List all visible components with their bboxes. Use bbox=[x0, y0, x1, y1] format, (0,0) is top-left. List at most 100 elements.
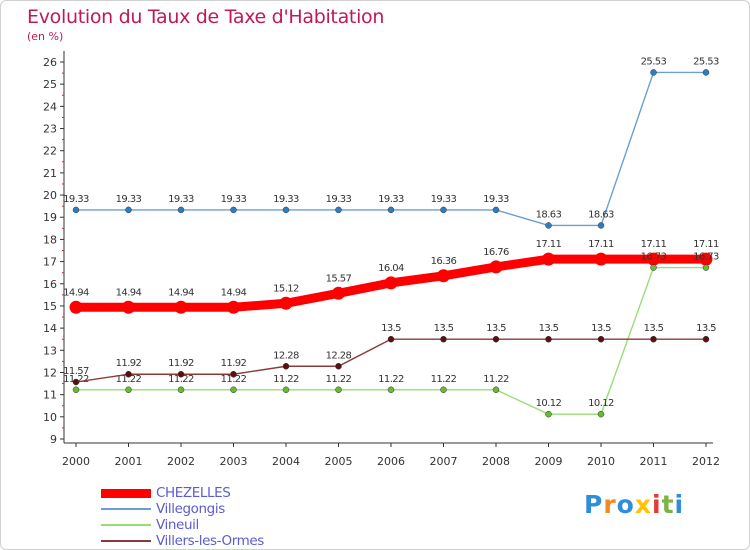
data-point bbox=[279, 296, 293, 310]
data-label: 13.5 bbox=[381, 323, 401, 334]
data-point bbox=[647, 252, 660, 266]
data-point bbox=[492, 335, 500, 343]
data-point bbox=[489, 260, 503, 274]
data-point bbox=[332, 286, 345, 300]
data-point bbox=[125, 370, 132, 378]
y-unit-label: (en %) bbox=[27, 30, 64, 43]
data-label: 18.63 bbox=[588, 209, 614, 220]
y-tick-label: 24 bbox=[43, 100, 57, 113]
data-point bbox=[650, 335, 657, 343]
data-label: 16.76 bbox=[483, 247, 509, 258]
data-label: 16.36 bbox=[431, 256, 457, 267]
y-tick-label: 19 bbox=[43, 211, 57, 224]
data-point bbox=[545, 410, 552, 418]
data-point bbox=[230, 206, 237, 214]
data-label: 14.94 bbox=[168, 287, 194, 298]
data-point bbox=[545, 335, 552, 343]
data-label: 19.33 bbox=[326, 194, 352, 205]
x-tick-label: 2000 bbox=[62, 455, 90, 468]
data-label: 12.28 bbox=[273, 350, 299, 361]
data-label: 13.5 bbox=[644, 323, 664, 334]
x-tick-label: 2010 bbox=[587, 455, 615, 468]
data-point bbox=[230, 386, 237, 394]
data-point bbox=[594, 252, 608, 266]
data-point bbox=[597, 410, 605, 418]
y-tick-label: 20 bbox=[43, 189, 57, 202]
y-tick-label: 10 bbox=[43, 411, 57, 424]
legend-swatch bbox=[101, 508, 151, 510]
x-tick-label: 2003 bbox=[220, 455, 248, 468]
data-label: 12.28 bbox=[326, 350, 352, 361]
legend-swatch bbox=[101, 524, 151, 526]
data-point bbox=[440, 335, 447, 343]
legend-label: Villegongis bbox=[156, 501, 225, 517]
legend-label: Villers-les-Ormes bbox=[156, 533, 264, 549]
data-point bbox=[440, 386, 447, 394]
data-label: 19.33 bbox=[116, 194, 142, 205]
data-point bbox=[542, 252, 555, 266]
logo-letter: r bbox=[603, 490, 617, 519]
y-tick-label: 21 bbox=[43, 167, 57, 180]
data-label: 15.12 bbox=[273, 283, 299, 294]
data-label: 19.33 bbox=[378, 194, 404, 205]
data-point bbox=[440, 206, 447, 214]
data-point bbox=[545, 222, 552, 229]
data-label: 16.04 bbox=[378, 263, 404, 274]
x-tick-label: 2011 bbox=[640, 455, 668, 468]
data-label: 17.11 bbox=[641, 239, 667, 250]
x-tick-label: 2007 bbox=[430, 455, 458, 468]
y-tick-label: 16 bbox=[43, 278, 57, 291]
data-label: 11.92 bbox=[168, 358, 194, 369]
x-tick-label: 2006 bbox=[377, 455, 405, 468]
y-tick-label: 9 bbox=[50, 433, 57, 446]
x-tick-label: 2002 bbox=[167, 455, 195, 468]
x-tick-label: 2009 bbox=[535, 455, 563, 468]
data-label: 11.57 bbox=[63, 366, 89, 377]
data-label: 16.73 bbox=[693, 252, 719, 263]
y-tick-label: 23 bbox=[43, 123, 57, 136]
data-label: 19.33 bbox=[168, 194, 194, 205]
y-tick-label: 11 bbox=[43, 389, 57, 402]
x-tick-label: 2004 bbox=[272, 455, 300, 468]
data-label: 11.92 bbox=[221, 358, 247, 369]
data-label: 15.57 bbox=[326, 273, 352, 284]
legend-label: Vineuil bbox=[156, 517, 199, 533]
data-point bbox=[72, 206, 80, 214]
data-label: 13.5 bbox=[539, 323, 559, 334]
data-point bbox=[387, 206, 395, 214]
data-point bbox=[177, 370, 185, 378]
chart-title: Evolution du Taux de Taxe d'Habitation bbox=[27, 6, 385, 28]
line-chart: 9 10 11 12 13 14 15 16 17 18 19 20 21 22 23 24 25 26 2000 2… bbox=[43, 51, 720, 468]
data-label: 19.33 bbox=[431, 194, 457, 205]
data-point bbox=[125, 206, 132, 214]
data-label: 19.33 bbox=[483, 194, 509, 205]
data-point bbox=[699, 252, 713, 266]
logo-letter: t bbox=[661, 490, 675, 519]
legend-swatch bbox=[101, 540, 151, 542]
data-point bbox=[177, 386, 185, 394]
data-point bbox=[437, 269, 450, 283]
data-point bbox=[282, 363, 290, 370]
data-label: 11.22 bbox=[221, 374, 247, 385]
data-label: 11.22 bbox=[431, 374, 457, 385]
data-label: 11.22 bbox=[483, 374, 509, 385]
logo-letter: P bbox=[584, 490, 604, 519]
data-label: 17.11 bbox=[536, 239, 562, 250]
logo-letter: x bbox=[634, 490, 652, 519]
data-point bbox=[387, 386, 395, 394]
data-point bbox=[69, 300, 83, 314]
data-point bbox=[72, 378, 80, 386]
data-label: 25.53 bbox=[641, 56, 667, 67]
data-label: 18.63 bbox=[536, 209, 562, 220]
data-point bbox=[335, 206, 342, 214]
data-label: 14.94 bbox=[221, 287, 247, 298]
data-point bbox=[702, 335, 710, 343]
y-tick-label: 14 bbox=[43, 322, 57, 335]
data-label: 14.94 bbox=[116, 287, 142, 298]
logo-letter: o bbox=[616, 490, 635, 519]
y-tick-label: 25 bbox=[43, 78, 57, 91]
data-point bbox=[282, 206, 290, 214]
data-label: 13.5 bbox=[591, 323, 611, 334]
y-tick-label: 13 bbox=[43, 344, 57, 357]
